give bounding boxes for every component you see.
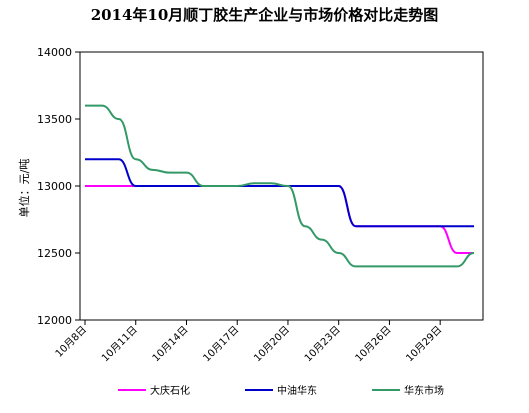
- y-tick-label: 14000: [37, 46, 72, 59]
- legend-label: 中油华东: [277, 384, 317, 397]
- x-tick-label: 10月14日: [150, 324, 191, 365]
- series-line-3: [84, 104, 475, 268]
- y-tick-label: 12000: [37, 314, 72, 327]
- series-line-1: [85, 185, 474, 254]
- y-axis-label: 单位：元/吨: [17, 159, 31, 218]
- legend-label: 华东市场: [404, 384, 444, 397]
- y-tick-label: 12500: [37, 247, 72, 260]
- series-line-2: [85, 158, 474, 228]
- x-tick-label: 10月29日: [404, 324, 445, 365]
- x-tick-label: 10月17日: [201, 324, 242, 365]
- y-tick-label: 13000: [37, 180, 72, 193]
- x-tick-label: 10月23日: [302, 324, 343, 365]
- x-tick-label: 10月11日: [99, 324, 140, 365]
- legend-label: 大庆石化: [150, 384, 190, 397]
- x-tick-label: 10月20日: [251, 324, 292, 365]
- x-tick-label: 10月8日: [53, 324, 89, 360]
- x-tick-label: 10月26日: [353, 324, 394, 365]
- y-tick-label: 13500: [37, 113, 72, 126]
- chart-title: 2014年10月顺丁胶生产企业与市场价格对比走势图: [90, 6, 439, 24]
